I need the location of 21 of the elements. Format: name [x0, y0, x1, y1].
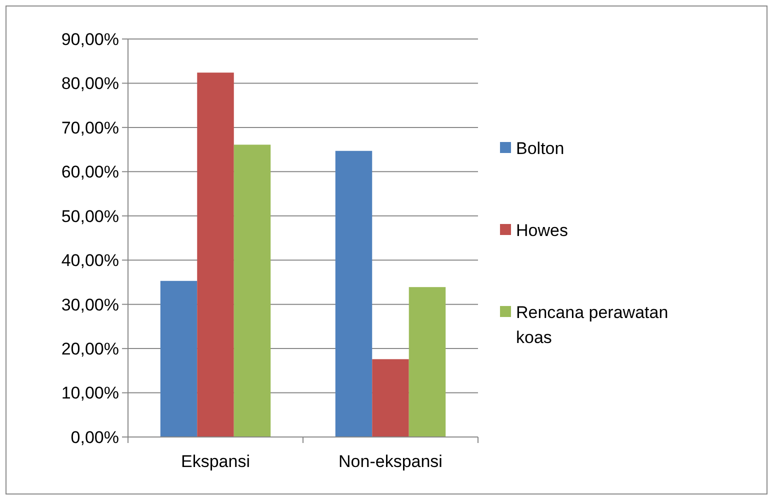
y-tick-label: 80,00% — [61, 74, 119, 94]
bar — [335, 150, 372, 437]
bar — [197, 72, 234, 437]
bar — [372, 359, 409, 437]
legend-label: Bolton — [516, 138, 564, 158]
y-tick-label: 50,00% — [61, 206, 119, 226]
y-tick-label: 10,00% — [61, 384, 119, 403]
bar — [234, 144, 271, 437]
bar — [408, 287, 446, 437]
y-tick-label: 90,00% — [61, 30, 119, 49]
legend-label: Rencana perawatan koas — [516, 302, 668, 347]
y-tick-label: 70,00% — [61, 118, 119, 138]
y-tick-label: 40,00% — [61, 251, 119, 270]
y-tick-label: 60,00% — [61, 162, 119, 182]
y-tick-label: 20,00% — [61, 340, 119, 359]
x-tick-label: Non-ekspansi — [338, 452, 442, 471]
legend-label: Howes — [516, 220, 568, 240]
x-tick-label: Ekspansi — [181, 452, 250, 471]
bar — [160, 280, 198, 437]
y-tick-label: 0,00% — [70, 428, 119, 447]
y-tick-label: 30,00% — [61, 295, 119, 314]
